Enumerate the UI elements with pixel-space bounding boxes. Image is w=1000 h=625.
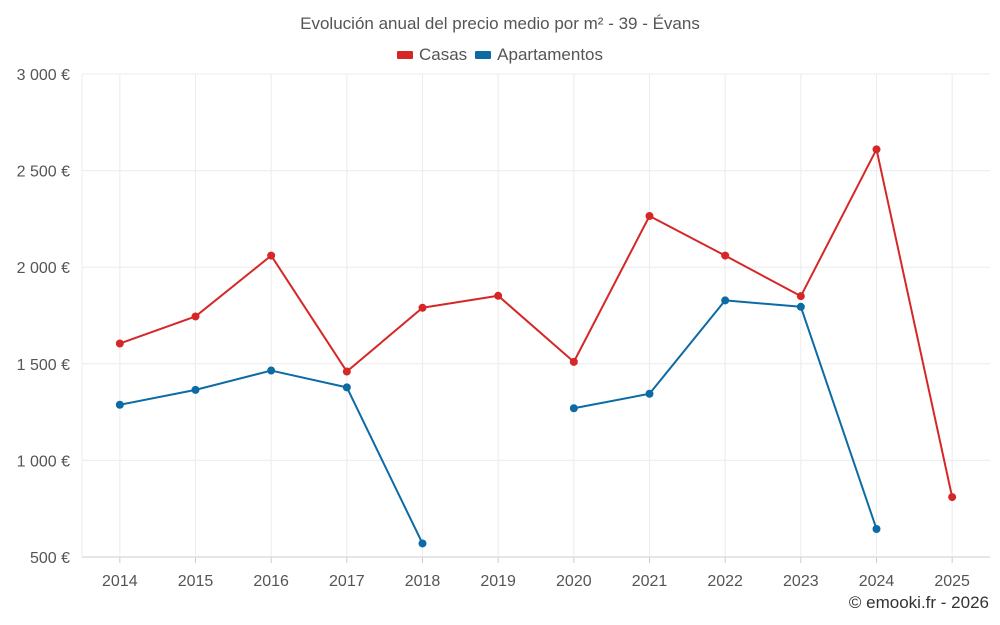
x-tick-label: 2016 [253,573,289,590]
y-tick-label: 2 000 € [17,260,70,277]
series-line-casas [119,148,954,498]
data-point-apartamentos-2024 [872,524,881,533]
data-point-casas-2022 [721,251,730,260]
x-tick-label: 2025 [934,573,970,590]
data-point-casas-2018 [418,303,427,312]
y-tick-label: 2 500 € [17,164,70,181]
data-point-casas-2021 [645,212,654,221]
data-point-apartamentos-2017 [342,383,351,392]
x-tick-label: 2018 [405,573,441,590]
data-point-casas-2014 [115,339,124,348]
legend-item-casas[interactable]: Casas [396,45,468,65]
legend-item-apartamentos[interactable]: Apartamentos [475,45,603,65]
data-point-casas-2025 [948,493,957,502]
data-point-apartamentos-2016 [267,366,276,375]
legend-swatch-apartamentos [475,51,492,59]
data-point-apartamentos-2023 [796,302,805,311]
y-tick-label: 500 € [30,550,70,567]
legend-swatch-casas [396,51,413,59]
data-point-apartamentos-2014 [115,400,124,409]
x-tick-label: 2021 [632,573,668,590]
legend-label-apartamentos: Apartamentos [497,45,604,64]
data-point-apartamentos-2021 [645,389,654,398]
y-tick-label: 3 000 € [17,67,70,84]
x-tick-label: 2014 [102,573,138,590]
data-point-casas-2015 [191,312,200,321]
legend: Casas Apartamentos [0,45,1000,65]
y-tick-label: 1 000 € [17,453,70,470]
data-point-apartamentos-2015 [191,385,200,394]
y-tick-label: 1 500 € [17,357,70,374]
x-tick-label: 2023 [783,573,819,590]
data-point-casas-2016 [267,251,276,260]
x-tick-label: 2017 [329,573,365,590]
data-point-casas-2024 [872,145,881,154]
x-tick-label: 2022 [707,573,743,590]
x-tick-label: 2019 [480,573,516,590]
x-tick-label: 2015 [178,573,214,590]
x-tick-label: 2020 [556,573,592,590]
data-point-apartamentos-2020 [569,404,578,413]
x-tick-label: 2024 [859,573,895,590]
legend-label-casas: Casas [418,45,468,64]
data-point-apartamentos-2018 [418,539,427,548]
data-point-casas-2019 [494,291,503,300]
chart-title: Evolución anual del precio medio por m² … [300,14,700,33]
data-point-casas-2023 [796,292,805,301]
data-point-casas-2020 [569,357,578,366]
data-point-apartamentos-2022 [721,296,730,305]
data-point-casas-2017 [342,367,351,376]
credit-text: © emooki.fr - 2026 [848,593,989,612]
